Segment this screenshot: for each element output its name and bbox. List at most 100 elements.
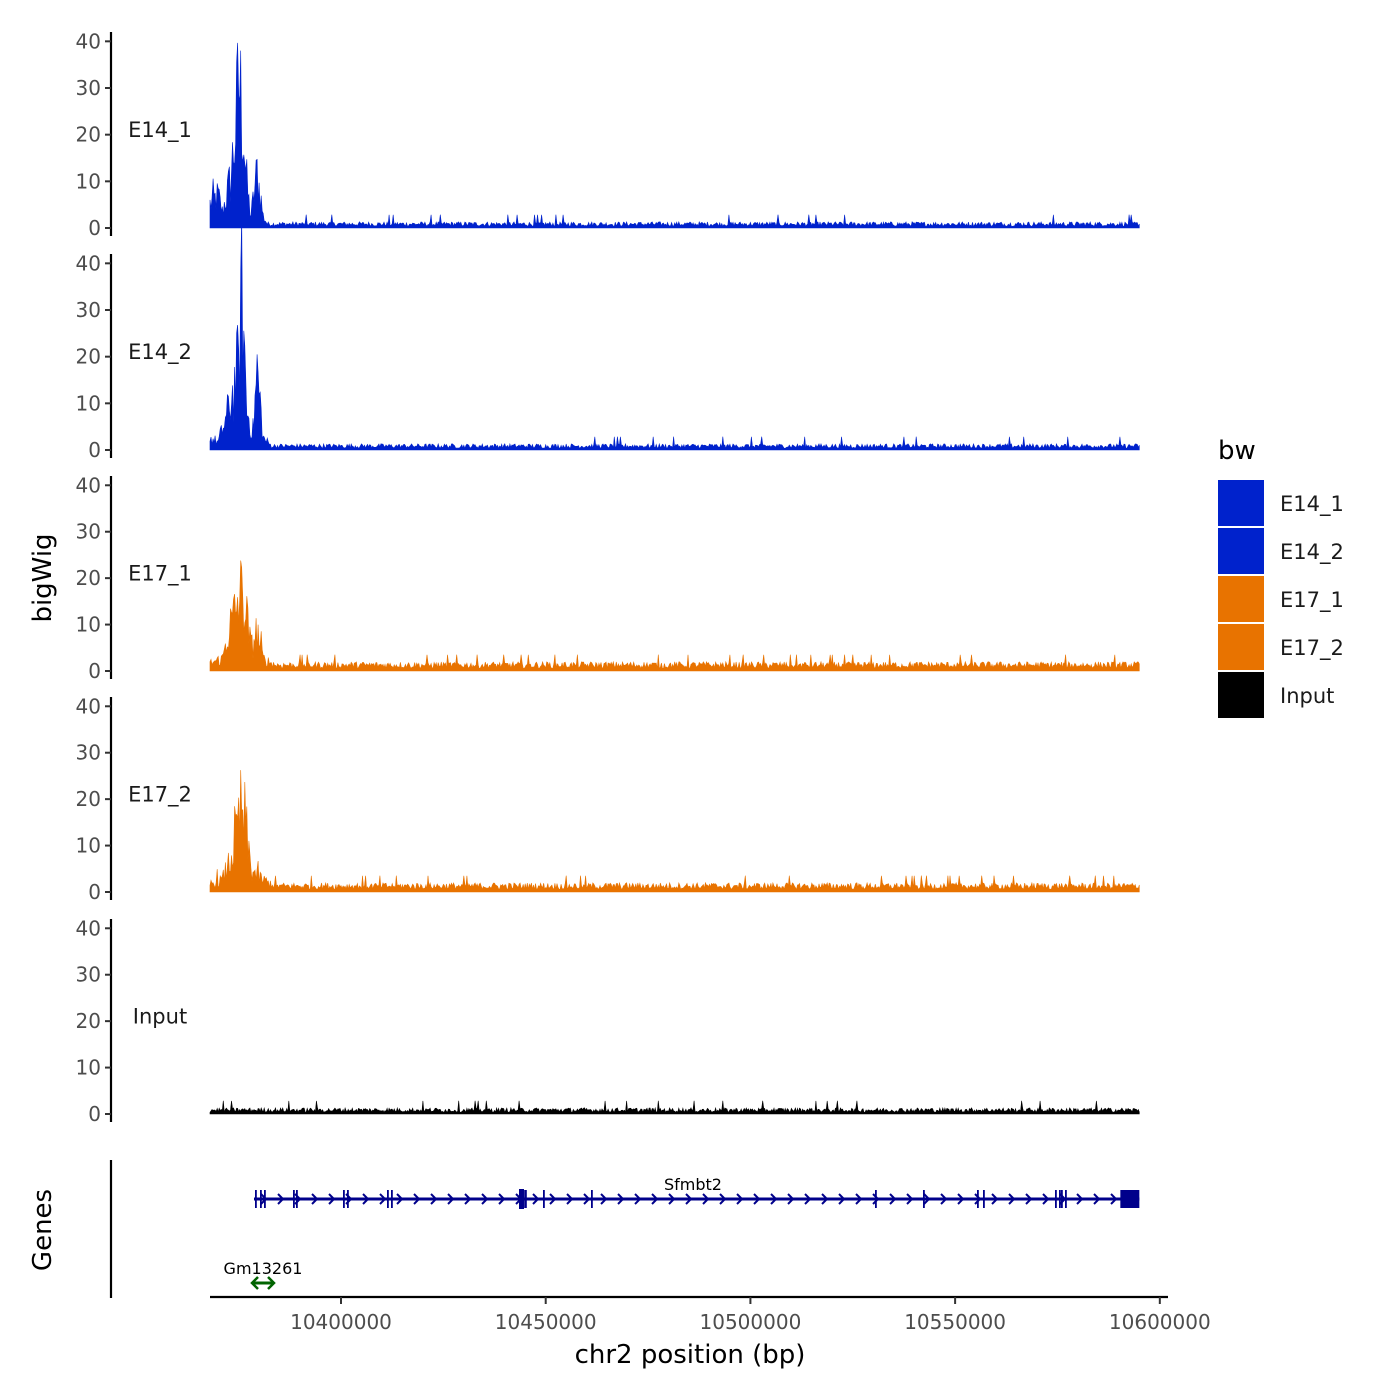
strand-chevron (260, 1193, 268, 1205)
gene-exon (875, 1190, 877, 1208)
legend-swatch (1218, 624, 1264, 670)
y-tick-label: 0 (88, 659, 101, 683)
strand-chevron (532, 1193, 540, 1205)
signal-area-Input (209, 1100, 1140, 1115)
legend-swatch (1218, 528, 1264, 574)
legend-label: E14_2 (1280, 540, 1344, 565)
strand-chevron (991, 1193, 999, 1205)
strand-chevron (566, 1193, 574, 1205)
legend-title: bw (1218, 436, 1256, 466)
strand-chevron (770, 1193, 778, 1205)
y-tick-label: 40 (76, 473, 101, 497)
y-tick-label: 20 (76, 787, 101, 811)
track-E14_2: 0 10 20 30 40 E14_2 (76, 216, 1140, 462)
strand-chevron (668, 1193, 676, 1205)
strand-chevron (719, 1193, 727, 1205)
strand-chevron (787, 1193, 795, 1205)
strand-chevron (362, 1193, 370, 1205)
y-tick-label: 0 (88, 880, 101, 904)
legend-label: E14_1 (1280, 492, 1344, 517)
strand-chevron (549, 1193, 557, 1205)
gene-exon (1061, 1190, 1063, 1208)
gene-exon (1065, 1190, 1067, 1208)
strand-chevron (838, 1193, 846, 1205)
y-axis-title: bigWig (28, 533, 58, 622)
strand-chevron (498, 1193, 506, 1205)
strand-chevron (821, 1193, 829, 1205)
y-tick-label: 20 (76, 1009, 101, 1033)
y-tick-label: 30 (76, 963, 101, 987)
gene-Sfmbt2: Sfmbt2 (254, 1175, 1140, 1209)
strand-chevron (617, 1193, 625, 1205)
legend: bw E14_1 E14_2 E17_1 E17_2 Input (1218, 436, 1344, 718)
track-label: E17_1 (128, 562, 192, 587)
strand-chevron (736, 1193, 744, 1205)
signal-tracks: 0 10 20 30 40 E14_1 0 10 20 30 40 E14_2 0 10 20 30 40 E17… (76, 29, 1140, 1126)
gene-exon (347, 1190, 349, 1208)
gene-Gm13261: Gm13261 (224, 1259, 303, 1290)
signal-area-E14_2 (209, 216, 1140, 451)
gene-exon (1055, 1190, 1057, 1208)
gene-exon (343, 1190, 345, 1208)
y-tick-label: 20 (76, 345, 101, 369)
x-tick-label: 10400000 (290, 1310, 392, 1334)
y-tick-label: 10 (76, 169, 101, 193)
y-tick-label: 30 (76, 741, 101, 765)
strand-chevron (396, 1193, 404, 1205)
gene-exon (923, 1190, 925, 1208)
strand-chevron (906, 1193, 914, 1205)
signal-area-E17_2 (209, 770, 1140, 893)
strand-chevron (277, 1193, 285, 1205)
gene-exon (293, 1190, 295, 1208)
gene-exon (255, 1190, 257, 1208)
gene-exon (983, 1190, 985, 1208)
y-tick-label: 40 (76, 251, 101, 275)
legend-swatch (1218, 480, 1264, 526)
y-tick-label: 30 (76, 298, 101, 322)
track-E17_1: 0 10 20 30 40 E17_1 (76, 473, 1140, 683)
x-axis: 10400000 10450000 10500000 10550000 10600000 (210, 1295, 1211, 1334)
gene-track: Sfmbt2 Gm13261 (109, 1160, 1140, 1298)
strand-chevron (974, 1193, 982, 1205)
y-tick-label: 0 (88, 1102, 101, 1126)
strand-chevron (1042, 1193, 1050, 1205)
strand-chevron (1025, 1193, 1033, 1205)
y-tick-label: 30 (76, 76, 101, 100)
y-tick-label: 10 (76, 391, 101, 415)
strand-chevron (634, 1193, 642, 1205)
strand-chevron (328, 1193, 336, 1205)
strand-chevron (430, 1193, 438, 1205)
gene-label: Gm13261 (224, 1259, 303, 1278)
strand-chevron (702, 1193, 710, 1205)
signal-area-E14_1 (209, 42, 1140, 229)
gene-exon (387, 1190, 389, 1208)
genes-axis-title: Genes (28, 1189, 58, 1271)
strand-chevron (481, 1193, 489, 1205)
gene-exon (1059, 1190, 1061, 1208)
strand-chevron (447, 1193, 455, 1205)
strand-chevron (889, 1193, 897, 1205)
track-label: E17_2 (128, 783, 192, 808)
gene-exon (260, 1190, 262, 1208)
track-E17_2: 0 10 20 30 40 E17_2 (76, 694, 1140, 904)
track-label: Input (133, 1005, 187, 1029)
legend-swatch (1218, 672, 1264, 718)
strand-chevron (753, 1193, 761, 1205)
strand-chevron (464, 1193, 472, 1205)
strand-chevron (940, 1193, 948, 1205)
y-tick-label: 30 (76, 520, 101, 544)
legend-swatch (1218, 576, 1264, 622)
y-tick-label: 0 (88, 216, 101, 240)
strand-chevron (1076, 1193, 1084, 1205)
y-tick-label: 40 (76, 916, 101, 940)
y-tick-label: 40 (76, 29, 101, 53)
strand-chevron (413, 1193, 421, 1205)
y-tick-label: 40 (76, 694, 101, 718)
strand-chevron (1093, 1193, 1101, 1205)
strand-chevron (311, 1193, 319, 1205)
track-label: E14_1 (128, 118, 192, 143)
y-tick-label: 10 (76, 1056, 101, 1080)
legend-label: Input (1280, 684, 1334, 708)
y-tick-label: 0 (88, 438, 101, 462)
